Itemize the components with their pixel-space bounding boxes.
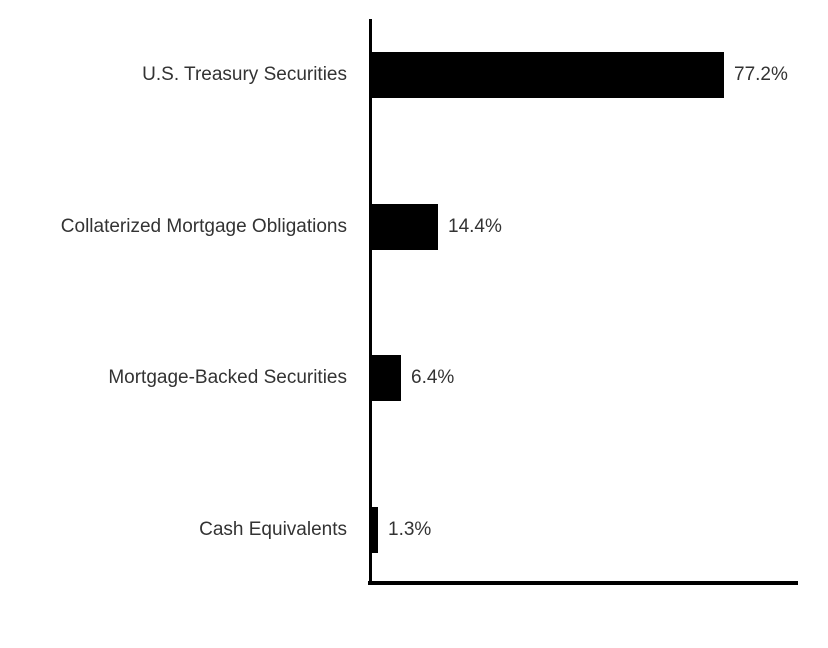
x-axis-line: [368, 581, 798, 585]
category-label: U.S. Treasury Securities: [142, 64, 347, 85]
bar-row: Cash Equivalents 1.3%: [0, 506, 828, 553]
category-label: Mortgage-Backed Securities: [108, 367, 347, 388]
value-label: 1.3%: [388, 518, 432, 540]
bar: [372, 203, 438, 250]
value-label: 6.4%: [411, 367, 455, 388]
bar-row: U.S. Treasury Securities 77.2%: [0, 52, 828, 98]
value-label: 77.2%: [734, 64, 788, 85]
bar: [372, 355, 401, 401]
bar: [372, 506, 378, 553]
category-label: Collaterized Mortgage Obligations: [60, 215, 347, 237]
category-label: Cash Equivalents: [199, 518, 347, 540]
y-axis-line: [369, 19, 372, 585]
bar-row: Mortgage-Backed Securities 6.4%: [0, 355, 828, 401]
bar-row: Collaterized Mortgage Obligations 14.4%: [0, 203, 828, 250]
bar: [372, 52, 724, 98]
value-label: 14.4%: [448, 215, 502, 237]
